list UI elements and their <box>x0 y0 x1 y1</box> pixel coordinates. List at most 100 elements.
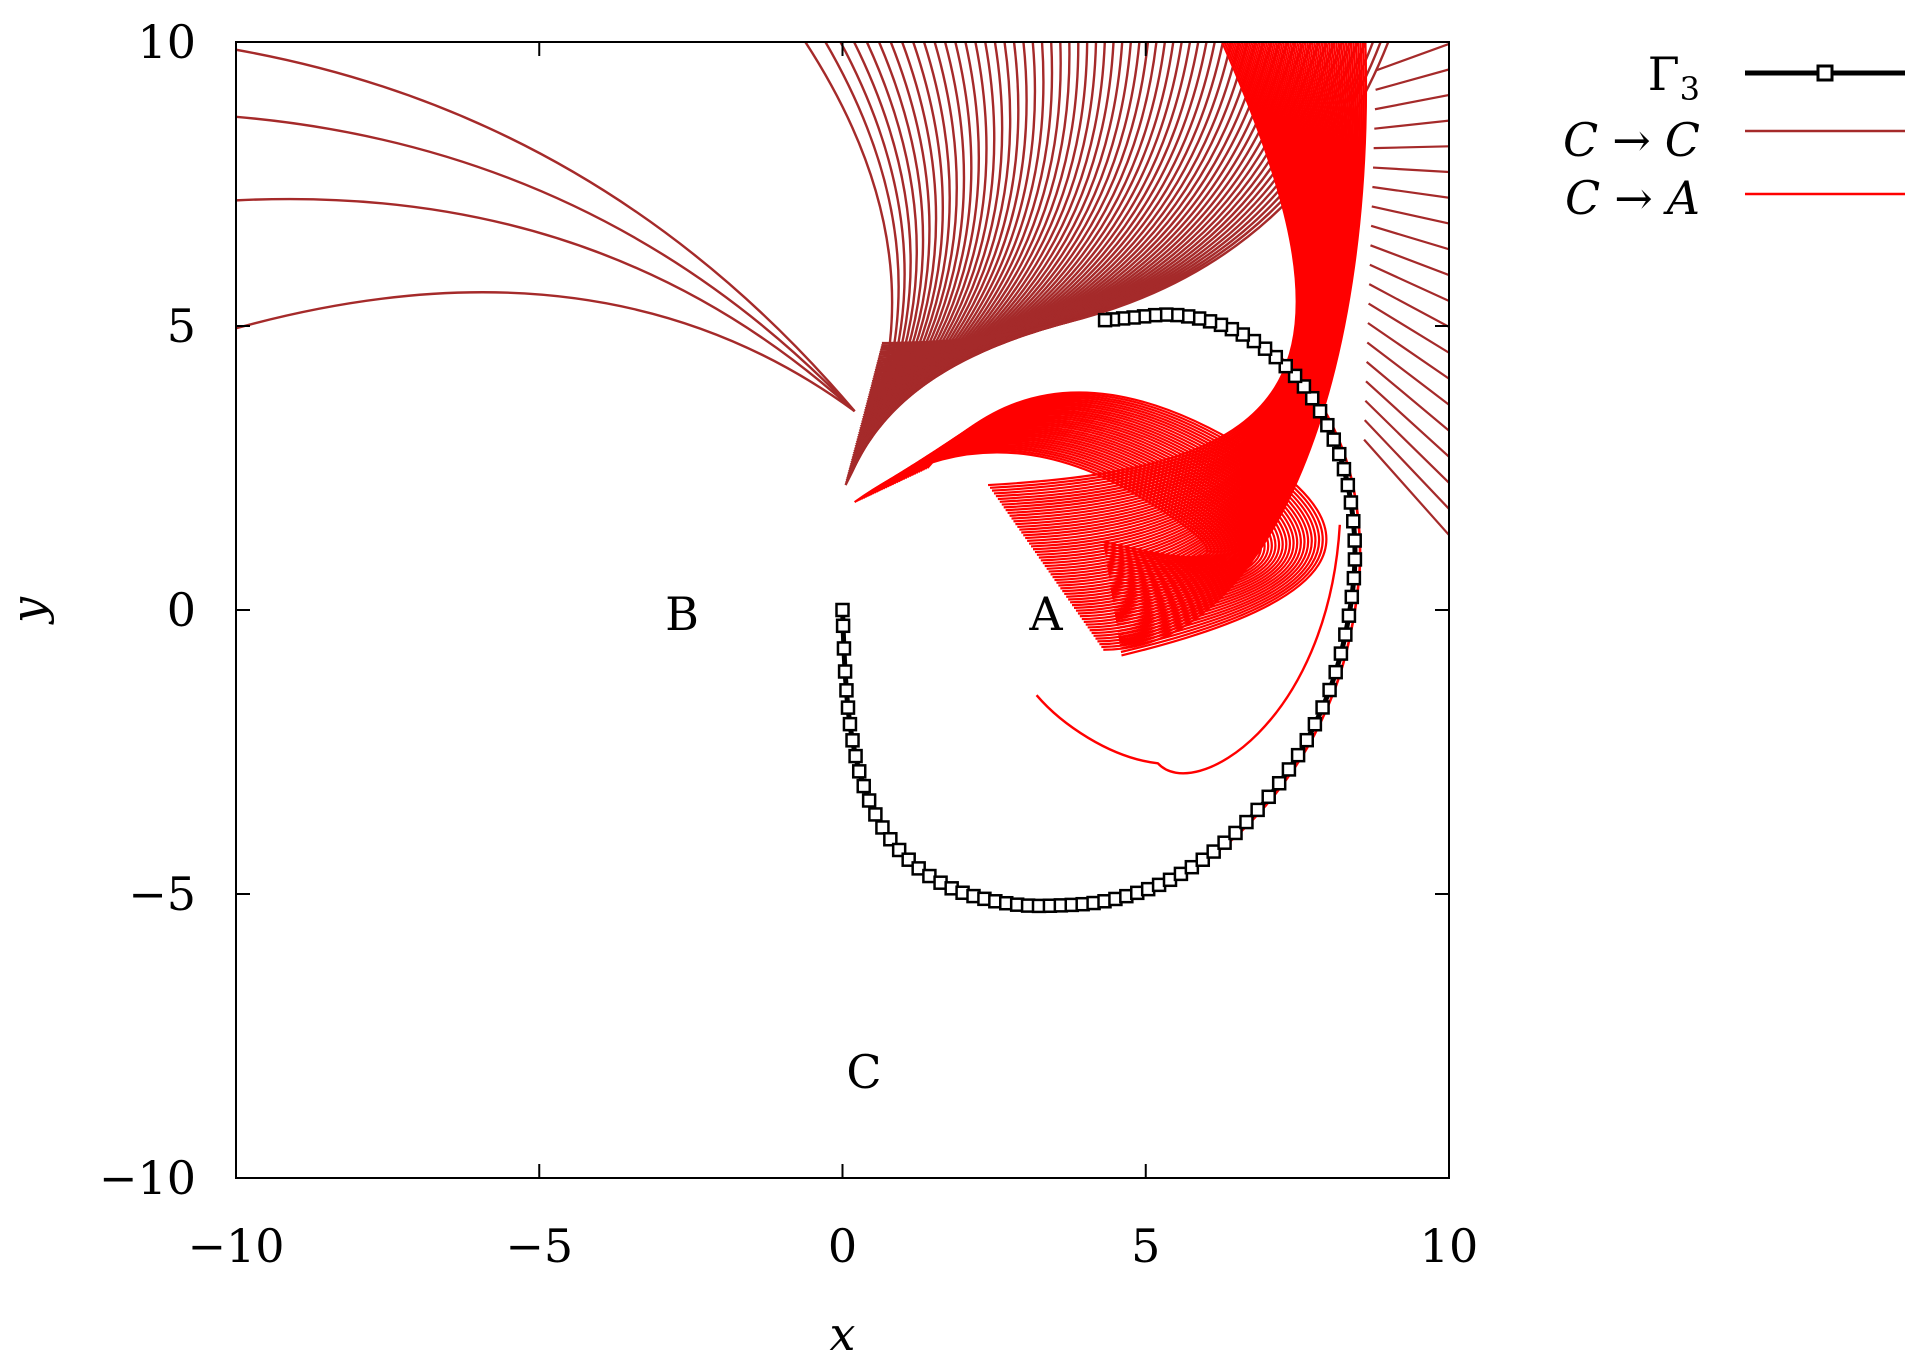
gamma3-marker <box>1304 390 1320 406</box>
trajectory-c-to-a <box>1025 42 1313 540</box>
trajectory-c-to-a <box>1030 42 1316 548</box>
trajectory-c-to-a <box>1083 42 1349 623</box>
trajectory-c-to-a <box>1015 42 1309 526</box>
trajectory-c-to-c <box>1365 361 1449 433</box>
trajectory-c-to-a <box>1032 42 1317 551</box>
legend-label-gamma3: Γ3 <box>1648 47 1700 108</box>
trajectory-c-to-c <box>1374 93 1449 111</box>
legend-ca-lhs: C <box>1565 171 1600 225</box>
gamma3-marker <box>836 641 852 656</box>
legend-cc-lhs: C <box>1563 113 1598 167</box>
y-tick-label: −10 <box>99 1151 196 1205</box>
legend-gamma-base: Γ <box>1648 47 1680 101</box>
trajectory-c-to-c <box>236 48 856 412</box>
trajectory-c-to-a <box>1003 42 1304 509</box>
x-tick-label: 0 <box>828 1219 857 1273</box>
y-tick-label: 10 <box>137 15 196 69</box>
trajectory-c-to-c <box>1363 419 1449 511</box>
trajectory-c-to-a <box>1009 42 1307 517</box>
gamma3-marker <box>1344 589 1360 605</box>
trajectory-c-to-c <box>1371 205 1449 225</box>
region-label-c: C <box>846 1045 881 1099</box>
gamma3-marker <box>1239 814 1254 830</box>
y-tick-label: 5 <box>167 299 196 353</box>
region-label-a: A <box>1028 587 1063 641</box>
gamma3-marker <box>839 683 854 698</box>
gamma3-marker <box>851 764 867 779</box>
trajectory-c-to-a <box>1038 42 1320 559</box>
gamma3-marker <box>883 831 898 847</box>
gamma3-marker <box>1328 664 1343 680</box>
gamma3-marker <box>1296 379 1312 394</box>
gamma3-marker <box>1268 349 1284 365</box>
trajectory-c-to-c <box>1364 399 1449 485</box>
x-tick-label: 5 <box>1131 1219 1160 1273</box>
gamma3-marker <box>1320 417 1335 433</box>
gamma3-marker <box>840 700 856 715</box>
trajectory-c-to-a <box>1034 42 1318 554</box>
trajectory-c-to-a <box>853 451 1209 559</box>
trajectory-c-to-c <box>1367 322 1449 381</box>
trajectory-c-to-a <box>1040 42 1321 562</box>
x-axis-label: x <box>830 1307 856 1361</box>
trajectory-c-to-a <box>995 42 1301 498</box>
gamma3-series <box>835 307 1363 914</box>
gamma3-marker <box>837 664 853 679</box>
legend-marker-gamma3 <box>1816 64 1834 82</box>
gamma3-marker <box>1299 732 1314 748</box>
trajectory-c-to-a <box>1029 42 1315 545</box>
trajectory-c-to-c <box>1370 244 1449 277</box>
gamma3-marker <box>1322 682 1337 698</box>
trajectory-c-to-c <box>1365 380 1449 459</box>
trajectory-c-to-a <box>926 391 1328 657</box>
c-to-a-trajectories <box>841 42 1368 908</box>
gamma3-marker <box>1217 835 1232 850</box>
legend: Γ3 C → C C → A <box>1563 47 1905 225</box>
gamma3-marker <box>861 793 877 808</box>
trajectory-c-to-c <box>236 197 856 413</box>
gamma3-marker <box>1346 514 1361 529</box>
trajectory-c-to-a <box>1023 42 1312 537</box>
trajectory-c-to-c <box>1374 119 1449 130</box>
trajectory-c-to-a <box>1081 42 1347 621</box>
gamma3-marker <box>1333 646 1349 661</box>
gamma3-marker <box>1347 533 1362 548</box>
trajectory-c-to-a <box>1021 42 1312 534</box>
legend-gamma-sub: 3 <box>1680 70 1700 108</box>
gamma3-marker <box>1206 844 1221 859</box>
gamma3-marker <box>1290 747 1306 763</box>
gamma3-marker <box>856 778 871 794</box>
legend-cc-arrow: → <box>1612 113 1651 167</box>
trajectory-c-to-c <box>1366 341 1449 407</box>
x-tick-label: −5 <box>505 1219 573 1273</box>
gamma3-marker <box>1347 552 1363 567</box>
region-label-b: B <box>665 587 699 641</box>
trajectory-c-to-c <box>1375 42 1449 72</box>
gamma3-marker <box>868 807 883 822</box>
trajectory-c-to-a <box>1019 42 1311 531</box>
gamma3-marker <box>1326 432 1342 447</box>
trajectory-c-to-c <box>1372 185 1449 199</box>
legend-label-c-to-a: C → A <box>1565 171 1700 225</box>
legend-cc-rhs: C <box>1665 113 1700 167</box>
trajectory-c-to-c <box>1363 438 1449 537</box>
trajectory-c-to-a <box>1027 42 1314 542</box>
gamma3-marker <box>845 733 860 748</box>
gamma3-marker <box>1341 608 1357 623</box>
legend-ca-rhs: A <box>1663 171 1700 225</box>
gamma3-marker <box>835 602 850 618</box>
gamma3-marker <box>1097 312 1113 328</box>
gamma3-marker <box>1195 852 1211 867</box>
trajectory-c-to-c <box>1375 68 1449 91</box>
gamma3-marker <box>848 748 863 764</box>
axis-ticks: −10 −5 0 5 10 −10 −5 0 5 10 <box>99 15 1478 1273</box>
gamma3-marker <box>1315 700 1330 715</box>
gamma3-marker <box>1332 446 1347 462</box>
y-axis-label: y <box>1 596 55 625</box>
trajectory-c-to-c <box>1373 145 1449 150</box>
gamma3-marker <box>1228 825 1243 841</box>
trajectory-c-to-a <box>1036 42 1319 556</box>
gamma3-marker <box>1261 789 1276 805</box>
gamma3-marker <box>1312 403 1328 419</box>
trajectory-c-to-c <box>1370 224 1449 251</box>
